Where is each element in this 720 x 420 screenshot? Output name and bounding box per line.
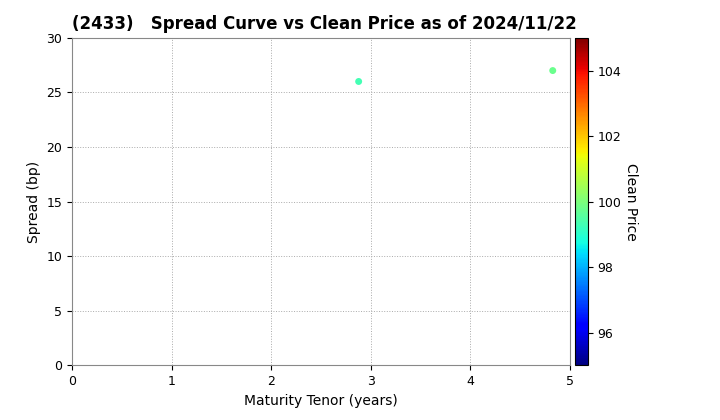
Y-axis label: Spread (bp): Spread (bp) — [27, 160, 41, 243]
Point — [353, 78, 364, 85]
Point — [547, 67, 559, 74]
X-axis label: Maturity Tenor (years): Maturity Tenor (years) — [244, 394, 397, 408]
Y-axis label: Clean Price: Clean Price — [624, 163, 638, 241]
Text: (2433)   Spread Curve vs Clean Price as of 2024/11/22: (2433) Spread Curve vs Clean Price as of… — [72, 16, 577, 34]
